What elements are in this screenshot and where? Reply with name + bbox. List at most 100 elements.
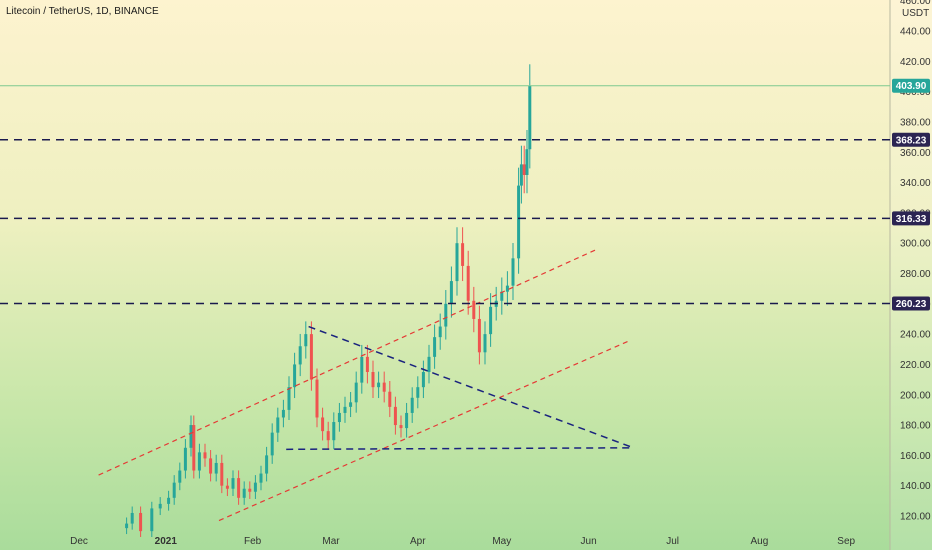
candle-body[interactable] bbox=[505, 285, 509, 292]
candle-body[interactable] bbox=[393, 406, 397, 426]
candle-body[interactable] bbox=[309, 334, 313, 380]
candle-body[interactable] bbox=[466, 265, 470, 301]
candle-body[interactable] bbox=[399, 425, 403, 429]
candle-body[interactable] bbox=[365, 356, 369, 373]
y-tick-label: 160.00 bbox=[900, 451, 931, 462]
candle-body[interactable] bbox=[225, 485, 229, 489]
candle-body[interactable] bbox=[360, 356, 364, 383]
candle-body[interactable] bbox=[483, 334, 487, 353]
candle-body[interactable] bbox=[253, 482, 257, 492]
candle-body[interactable] bbox=[203, 452, 207, 459]
level-tag-label: 368.23 bbox=[896, 135, 927, 146]
candle-body[interactable] bbox=[472, 300, 476, 319]
y-tick-label: 340.00 bbox=[900, 178, 931, 189]
y-tick-label: 140.00 bbox=[900, 481, 931, 492]
candle-body[interactable] bbox=[197, 452, 201, 471]
candle-body[interactable] bbox=[150, 508, 154, 532]
candle-body[interactable] bbox=[421, 372, 425, 388]
candle-body[interactable] bbox=[209, 458, 213, 474]
candle-body[interactable] bbox=[349, 402, 353, 407]
candle-body[interactable] bbox=[220, 462, 224, 486]
candle-body[interactable] bbox=[433, 337, 437, 357]
candle-body[interactable] bbox=[477, 318, 481, 353]
candle-body[interactable] bbox=[315, 379, 319, 418]
candle-body[interactable] bbox=[511, 258, 515, 286]
candle-body[interactable] bbox=[158, 503, 162, 509]
candle-body[interactable] bbox=[461, 243, 465, 266]
x-tick-label: Mar bbox=[322, 536, 340, 547]
y-tick-label: 180.00 bbox=[900, 421, 931, 432]
candle-body[interactable] bbox=[528, 85, 532, 150]
candle-body[interactable] bbox=[125, 523, 129, 529]
candle-body[interactable] bbox=[444, 303, 448, 327]
candle-body[interactable] bbox=[517, 185, 521, 259]
candle-body[interactable] bbox=[189, 425, 193, 448]
y-tick-label: 360.00 bbox=[900, 148, 931, 159]
candle-body[interactable] bbox=[265, 455, 269, 474]
candle-body[interactable] bbox=[139, 512, 143, 532]
candle-body[interactable] bbox=[270, 432, 274, 456]
candle-body[interactable] bbox=[178, 470, 182, 483]
candle-body[interactable] bbox=[248, 488, 252, 492]
candle-body[interactable] bbox=[287, 387, 291, 410]
last-price-label: 403.90 bbox=[896, 81, 927, 92]
x-tick-label: Jun bbox=[581, 536, 597, 547]
candle-body[interactable] bbox=[416, 387, 420, 398]
chart-legend: Litecoin / TetherUS, 1D, BINANCE bbox=[6, 6, 159, 17]
candle-body[interactable] bbox=[388, 391, 392, 407]
candle-body[interactable] bbox=[214, 462, 218, 474]
candle-body[interactable] bbox=[519, 164, 523, 186]
candle-body[interactable] bbox=[449, 281, 453, 304]
y-tick-label: 380.00 bbox=[900, 117, 931, 128]
y-tick-label: 120.00 bbox=[900, 512, 931, 523]
trendline-triangle-base[interactable] bbox=[286, 447, 634, 451]
x-tick-label: 2021 bbox=[155, 536, 178, 547]
x-tick-label: Jul bbox=[666, 536, 679, 547]
candle-body[interactable] bbox=[326, 431, 330, 441]
candle-body[interactable] bbox=[354, 382, 358, 403]
candle-body[interactable] bbox=[522, 164, 526, 175]
y-tick-label: 200.00 bbox=[900, 390, 931, 401]
x-tick-label: Feb bbox=[244, 536, 262, 547]
candle-body[interactable] bbox=[427, 356, 431, 373]
candle-body[interactable] bbox=[183, 447, 187, 471]
level-tag bbox=[892, 132, 930, 147]
candle-body[interactable] bbox=[489, 306, 493, 335]
candle-body[interactable] bbox=[172, 482, 176, 498]
candle-body[interactable] bbox=[242, 488, 246, 498]
candle-body[interactable] bbox=[321, 417, 325, 432]
candle-body[interactable] bbox=[304, 334, 308, 347]
candle-body[interactable] bbox=[337, 412, 341, 423]
candle-body[interactable] bbox=[298, 346, 302, 365]
candle-body[interactable] bbox=[438, 326, 442, 338]
candle-body[interactable] bbox=[405, 412, 409, 429]
candle-body[interactable] bbox=[192, 425, 196, 471]
candle-body[interactable] bbox=[371, 372, 375, 388]
y-tick-label: 300.00 bbox=[900, 239, 931, 250]
candle-body[interactable] bbox=[525, 149, 529, 175]
trendline-channel-upper[interactable] bbox=[98, 248, 598, 476]
candle-body[interactable] bbox=[455, 243, 459, 282]
candle-body[interactable] bbox=[293, 364, 297, 388]
candle-body[interactable] bbox=[130, 512, 134, 524]
candle-body[interactable] bbox=[259, 473, 263, 483]
candle-body[interactable] bbox=[237, 478, 241, 498]
candle-body[interactable] bbox=[410, 397, 414, 413]
candle-body[interactable] bbox=[377, 382, 381, 388]
candle-body[interactable] bbox=[500, 291, 504, 301]
trendline-channel-lower[interactable] bbox=[218, 339, 631, 522]
candle-body[interactable] bbox=[276, 417, 280, 433]
candle-body[interactable] bbox=[332, 422, 336, 441]
trendline-triangle-descending-side[interactable] bbox=[308, 325, 634, 449]
level-tag bbox=[892, 296, 930, 311]
x-tick-label: Dec bbox=[70, 536, 88, 547]
y-tick-label: 220.00 bbox=[900, 360, 931, 371]
candle-body[interactable] bbox=[231, 478, 235, 489]
candle-body[interactable] bbox=[281, 409, 285, 418]
candle-body[interactable] bbox=[167, 497, 171, 504]
y-tick-label: 280.00 bbox=[900, 269, 931, 280]
candle-body[interactable] bbox=[382, 382, 386, 392]
candle-body[interactable] bbox=[343, 406, 347, 413]
